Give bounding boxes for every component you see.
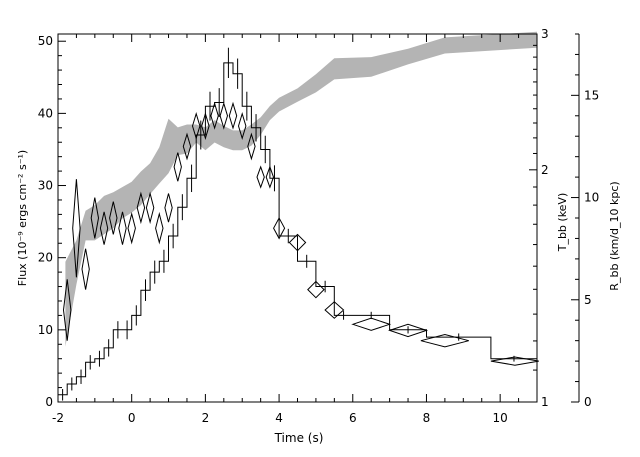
radius-diamond xyxy=(324,301,345,319)
x-tick-label: 2 xyxy=(202,411,210,425)
x-axis: -2 0 2 4 6 8 10 xyxy=(52,34,538,425)
flux-tick-label: 20 xyxy=(38,251,53,265)
radius-diamond xyxy=(127,211,136,245)
tbb-tick-label: 2 xyxy=(541,163,549,177)
flux-tick-label: 40 xyxy=(38,106,53,120)
radius-diamond xyxy=(136,191,146,225)
radius-diamond xyxy=(145,191,155,225)
radius-diamond xyxy=(155,211,164,245)
flux-axis-label: Flux (10⁻⁹ ergs cm⁻² s⁻¹) xyxy=(16,150,29,286)
radius-diamond xyxy=(351,317,392,331)
radius-diamond xyxy=(72,179,81,278)
temperature-band xyxy=(65,31,538,347)
radius-diamond xyxy=(164,193,173,223)
radius-diamond xyxy=(490,356,539,366)
radius-diamond-layer xyxy=(62,101,539,366)
rbb-tick-label: 5 xyxy=(584,293,592,307)
radius-diamond xyxy=(237,111,247,141)
tbb-axis-label: T_bb (keV) xyxy=(556,193,569,253)
x-axis-label: Time (s) xyxy=(274,431,324,445)
radius-diamond xyxy=(62,279,72,341)
radius-diamond xyxy=(288,233,307,252)
radius-diamond xyxy=(191,111,201,141)
radius-diamond xyxy=(265,165,275,189)
flux-axis: 0 10 20 30 40 50 xyxy=(38,34,66,409)
radius-diamond xyxy=(90,197,100,239)
rbb-axis: 0 5 10 15 xyxy=(571,33,599,409)
radius-diamond xyxy=(173,152,182,182)
radius-diamond xyxy=(420,333,469,348)
radius-diamond xyxy=(247,132,256,161)
flux-tick-label: 0 xyxy=(45,395,53,409)
radius-diamond xyxy=(99,211,109,245)
x-tick-label: 0 xyxy=(128,411,136,425)
radius-diamond xyxy=(109,201,118,235)
flux-tick-label: 30 xyxy=(38,179,53,193)
plot-area xyxy=(57,31,539,403)
radius-diamond xyxy=(307,280,325,299)
radius-diamond xyxy=(210,101,219,130)
radius-diamond xyxy=(219,101,229,130)
tbb-axis: 1 2 3 xyxy=(529,27,549,409)
radius-diamond xyxy=(256,165,265,189)
tbb-tick-label: 1 xyxy=(541,395,549,409)
flux-histogram-layer xyxy=(58,47,537,401)
x-tick-label: 6 xyxy=(349,411,357,425)
temperature-band-layer xyxy=(65,31,538,347)
x-tick-label: 10 xyxy=(493,411,508,425)
x-tick-label: -2 xyxy=(52,411,64,425)
radius-diamond xyxy=(81,248,90,290)
radius-diamond xyxy=(273,216,286,240)
radius-diamond xyxy=(388,323,429,338)
rbb-tick-label: 10 xyxy=(584,191,599,205)
radius-diamond xyxy=(228,101,238,130)
rbb-tick-label: 0 xyxy=(584,395,592,409)
radius-diamond xyxy=(118,211,127,245)
rbb-tick-label: 15 xyxy=(584,88,599,102)
radius-diamond xyxy=(182,132,192,161)
radius-diamond xyxy=(201,111,210,141)
tbb-tick-label: 3 xyxy=(541,27,549,41)
flux-tick-label: 50 xyxy=(38,34,53,48)
flux-histogram xyxy=(58,62,537,396)
x-tick-label: 8 xyxy=(423,411,431,425)
flux-tick-label: 10 xyxy=(38,323,53,337)
x-tick-label: 4 xyxy=(275,411,283,425)
rbb-axis-label: R_bb (km/d_10 kpc) xyxy=(608,181,621,290)
